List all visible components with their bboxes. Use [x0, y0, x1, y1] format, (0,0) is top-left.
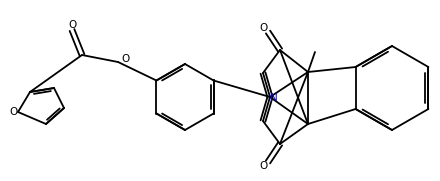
- Text: N: N: [270, 93, 278, 103]
- Text: O: O: [9, 107, 17, 117]
- Text: O: O: [259, 23, 267, 33]
- Text: O: O: [259, 161, 267, 171]
- Text: O: O: [121, 54, 129, 64]
- Text: O: O: [68, 20, 76, 30]
